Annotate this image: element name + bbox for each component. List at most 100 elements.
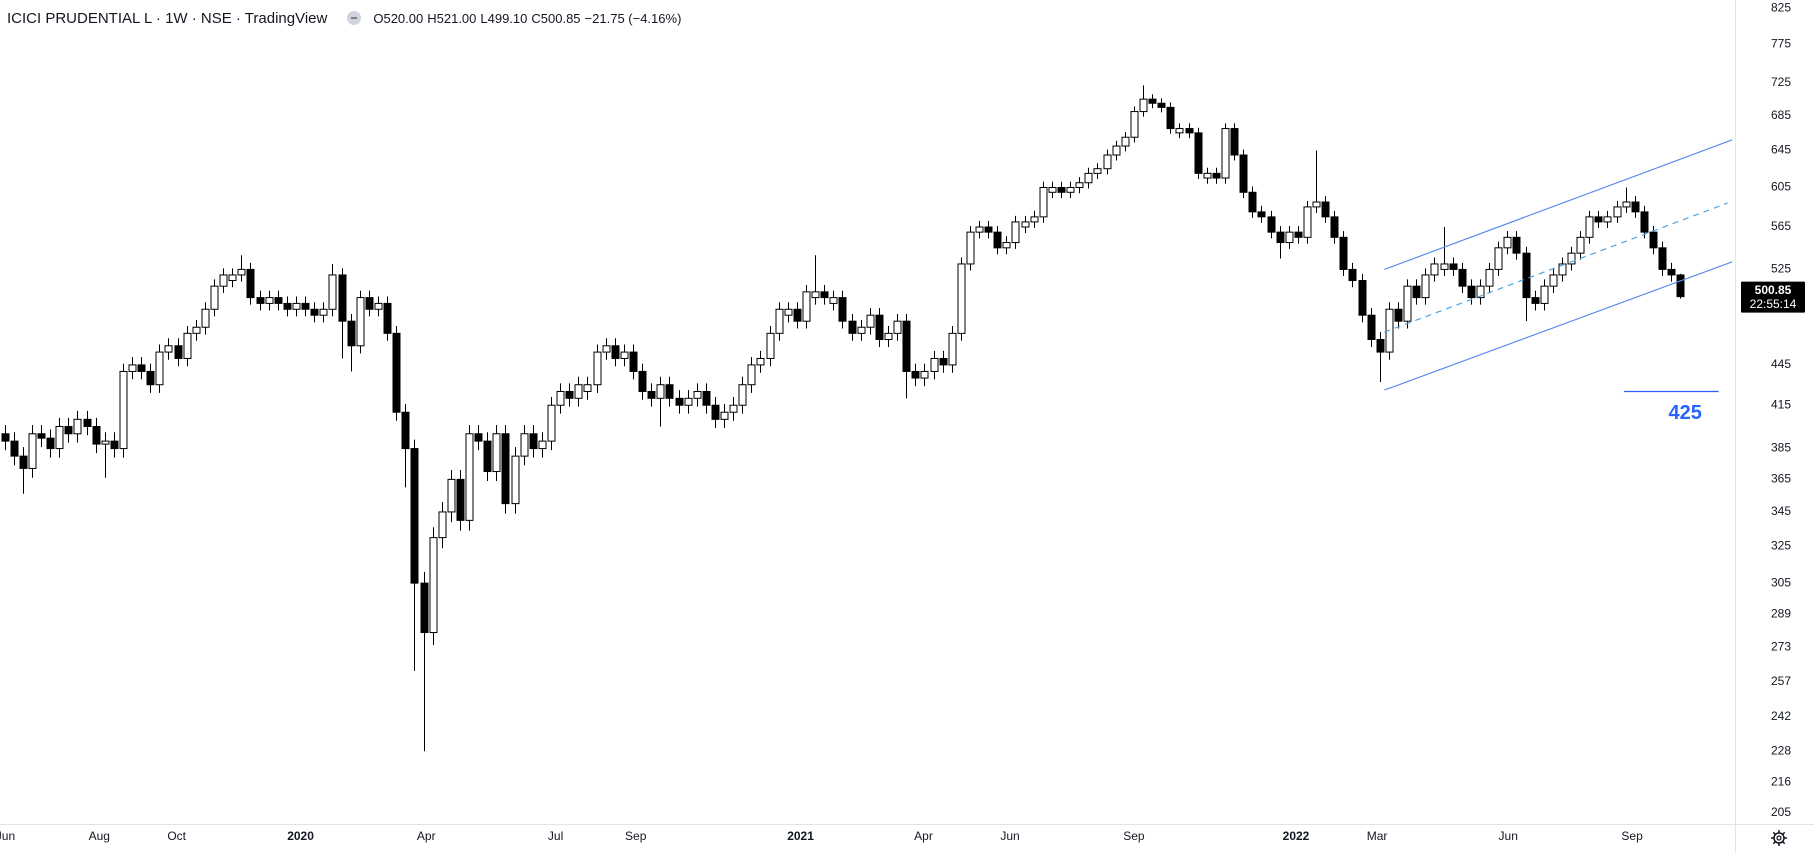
candle-body — [1348, 268, 1357, 282]
candle-body — [884, 332, 893, 341]
candle — [46, 429, 55, 458]
candle — [146, 363, 155, 393]
candle-body — [1021, 221, 1030, 228]
candle-body — [228, 274, 237, 282]
y-tick-label: 685 — [1771, 108, 1791, 122]
candle-body — [1503, 236, 1512, 249]
candle-body — [1203, 172, 1212, 179]
candle — [392, 326, 401, 421]
candle-body — [1185, 128, 1194, 134]
candle — [1676, 273, 1685, 299]
candle — [1194, 127, 1203, 179]
candle — [511, 447, 520, 514]
candle — [1121, 132, 1130, 152]
candle-body — [64, 425, 73, 435]
candle — [1667, 262, 1676, 282]
candle-body — [374, 302, 383, 310]
candle-body — [583, 384, 592, 392]
candle — [237, 255, 246, 282]
candle-body — [993, 231, 1002, 249]
candle-body — [456, 478, 465, 521]
candle-body — [1194, 132, 1203, 174]
candle — [1458, 262, 1467, 294]
candle — [775, 302, 784, 341]
candle-body — [110, 440, 119, 450]
candle — [1403, 279, 1412, 329]
candle-body — [365, 297, 374, 310]
candle — [456, 469, 465, 531]
x-tick-label: Jun — [1499, 829, 1518, 843]
visibility-toggle[interactable] — [347, 11, 362, 25]
candle-body — [1303, 206, 1312, 238]
candle-body — [219, 274, 228, 287]
trend-line — [1384, 261, 1733, 391]
candle-body — [547, 404, 556, 442]
candle — [565, 383, 574, 407]
candle — [1358, 273, 1367, 323]
candle-body — [574, 384, 583, 399]
candle — [474, 425, 483, 451]
candle — [1066, 181, 1075, 199]
candle-body — [283, 302, 292, 310]
candle — [1558, 257, 1567, 282]
last-price-label: 500.85 — [1755, 283, 1792, 297]
candle — [401, 403, 410, 488]
candle — [319, 302, 328, 323]
candle — [1631, 196, 1640, 218]
candle-body — [1130, 111, 1139, 138]
candle-body — [538, 440, 547, 450]
candle — [1622, 187, 1631, 213]
candle — [1412, 279, 1421, 305]
candle — [356, 290, 365, 354]
candle — [10, 432, 19, 466]
candle — [1084, 167, 1093, 189]
candle — [583, 376, 592, 400]
candle-body — [1057, 186, 1066, 193]
candle-body — [1622, 201, 1631, 208]
candle-body — [347, 320, 356, 347]
candle-body — [675, 397, 684, 406]
candle-body — [73, 418, 82, 435]
candle-body — [766, 332, 775, 359]
candle — [64, 417, 73, 443]
candle-body — [602, 345, 611, 353]
candle-body — [784, 308, 793, 316]
candle-body — [711, 404, 720, 420]
candle-body — [1166, 106, 1175, 130]
candle — [1011, 215, 1020, 249]
candle-body — [529, 433, 538, 450]
candle — [1567, 246, 1576, 271]
candle-body — [829, 297, 838, 304]
candle — [629, 344, 638, 380]
candle — [756, 350, 765, 373]
candle — [920, 363, 929, 387]
candle-body — [1512, 236, 1521, 254]
candle-body — [920, 370, 929, 379]
candle-body — [492, 433, 501, 473]
candle — [620, 344, 629, 367]
y-tick-label: 565 — [1771, 219, 1791, 233]
candle-body — [155, 351, 164, 386]
candle — [1376, 332, 1385, 383]
candle — [1212, 167, 1221, 184]
candle-body — [1093, 168, 1102, 174]
candle-body — [55, 425, 64, 450]
candle-body — [1066, 186, 1075, 193]
candle-body — [638, 370, 647, 392]
candle — [693, 383, 702, 407]
y-tick-label: 725 — [1771, 75, 1791, 89]
candle — [174, 338, 183, 367]
candle — [438, 501, 447, 549]
candle-body — [966, 231, 975, 265]
settings-icon[interactable] — [1771, 830, 1787, 846]
candle — [1030, 210, 1039, 229]
y-tick-label: 305 — [1771, 575, 1791, 589]
candle — [966, 225, 975, 271]
candle-body — [474, 433, 483, 442]
candle — [602, 338, 611, 360]
candle — [1148, 94, 1157, 109]
candle-body — [1613, 206, 1622, 218]
candle — [101, 432, 110, 478]
candle-body — [392, 332, 401, 413]
candle-body — [10, 440, 19, 457]
